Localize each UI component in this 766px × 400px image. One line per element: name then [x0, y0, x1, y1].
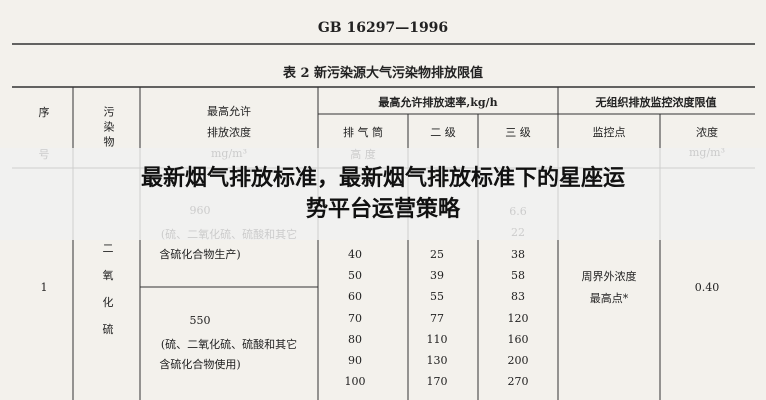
- stack-height: 60: [348, 290, 362, 304]
- rate-level3: 38: [511, 247, 525, 261]
- stack-height: 90: [348, 354, 362, 368]
- rate-level2: 170: [426, 375, 448, 389]
- rate-level3: 83: [511, 290, 525, 304]
- concentration: 550: [189, 314, 211, 327]
- rate-level2: 130: [426, 354, 448, 368]
- stack-height: 40: [348, 247, 362, 261]
- header: 二 级: [430, 126, 456, 139]
- rate-level2: 55: [430, 290, 444, 304]
- stack-height: 100: [344, 375, 366, 389]
- header: 三 级: [505, 126, 531, 139]
- rate-level2: 110: [426, 332, 448, 346]
- header: 监控点: [592, 126, 626, 139]
- banner-title: 势平台运营策略: [305, 197, 460, 222]
- rate-level3: 160: [507, 332, 529, 346]
- pollutant: 氧: [102, 269, 114, 282]
- rate-level2: 77: [430, 311, 444, 325]
- pollutant: 二: [102, 242, 114, 255]
- standard-code: GB 16297—1996: [317, 20, 449, 36]
- monitor-point: 周界外浓度: [581, 270, 637, 283]
- title-banner: 最新烟气排放标准，最新烟气排放标准下的星座运 势平台运营策略: [0, 148, 766, 240]
- rate-level3: 200: [507, 354, 529, 368]
- header: 排放浓度: [207, 126, 251, 139]
- rate-level2: 39: [430, 268, 444, 282]
- header: 浓度: [696, 126, 718, 139]
- header: 序: [38, 106, 50, 119]
- row-number: 1: [40, 281, 48, 294]
- rate-level3: 270: [507, 375, 529, 389]
- monitor-point: 最高点*: [589, 292, 629, 305]
- header: 最高允许排放速率,kg/h: [378, 96, 498, 109]
- stack-height: 70: [348, 311, 362, 325]
- rate-level2: 25: [430, 247, 444, 261]
- note: 含硫化合物生产): [159, 248, 241, 261]
- table-title: 表 2 新污染源大气污染物排放限值: [282, 66, 484, 81]
- header: 无组织排放监控浓度限值: [595, 96, 717, 109]
- pollutant: 硫: [102, 323, 114, 336]
- stack-height: 50: [348, 268, 362, 282]
- header: 污染物: [102, 106, 115, 151]
- header: 最高允许: [207, 105, 251, 118]
- rate-level3: 120: [507, 311, 529, 325]
- note: 含硫化合物使用): [159, 358, 241, 371]
- banner-title: 最新烟气排放标准，最新烟气排放标准下的星座运: [140, 166, 625, 191]
- note: (硫、二氧化硫、硫酸和其它: [160, 338, 298, 351]
- pollutant: 化: [102, 296, 114, 309]
- stack-height: 80: [348, 332, 362, 346]
- header: 排 气 筒: [343, 126, 383, 139]
- rate-level3: 58: [511, 268, 525, 282]
- fugitive-concentration: 0.40: [694, 281, 720, 294]
